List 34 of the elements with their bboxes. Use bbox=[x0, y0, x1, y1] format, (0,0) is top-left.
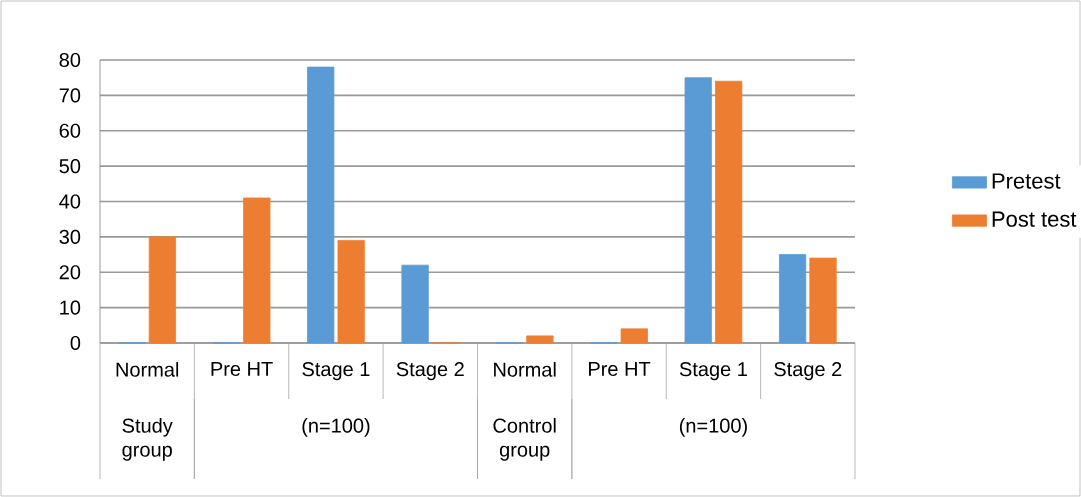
x-tick-label: Pre HT bbox=[211, 362, 273, 376]
bar bbox=[526, 335, 554, 344]
x-tick-label: Stage 1 bbox=[679, 362, 747, 381]
y-tick-label: 10 bbox=[60, 300, 81, 315]
x-tick-label: Stage 2 bbox=[774, 362, 842, 381]
bar bbox=[620, 328, 648, 344]
x-tick-label: Normal bbox=[116, 362, 179, 377]
y-tick-label: 30 bbox=[59, 229, 81, 244]
legend-label: Post test bbox=[992, 211, 1077, 227]
bar bbox=[684, 77, 712, 344]
bar bbox=[337, 240, 365, 344]
text: Control group bbox=[493, 418, 556, 461]
y-tick-label: 70 bbox=[59, 88, 81, 103]
bar bbox=[778, 254, 807, 344]
bar bbox=[715, 80, 743, 344]
bar bbox=[243, 197, 271, 344]
bar bbox=[809, 257, 837, 344]
y-tick-label: 60 bbox=[59, 123, 81, 138]
x-tick-label: Normal bbox=[494, 362, 556, 377]
x-tick-label: Stage 2 bbox=[396, 362, 464, 381]
text: (n=100) bbox=[679, 418, 747, 437]
y-tick-label: 20 bbox=[59, 265, 81, 280]
x-tick-label: Pre HT bbox=[589, 362, 651, 376]
text: Study group bbox=[122, 418, 173, 461]
y-tick-label: 0 bbox=[70, 335, 81, 351]
text: (n=100) bbox=[302, 418, 370, 437]
bar bbox=[307, 66, 335, 344]
y-tick-label: 40 bbox=[59, 194, 81, 209]
legend-label: Pretest bbox=[992, 173, 1061, 189]
x-tick-label: Stage 1 bbox=[302, 362, 370, 381]
y-tick-label: 80 bbox=[59, 52, 81, 68]
bar bbox=[401, 264, 429, 344]
bar bbox=[148, 236, 177, 344]
y-tick-label: 50 bbox=[59, 159, 81, 174]
